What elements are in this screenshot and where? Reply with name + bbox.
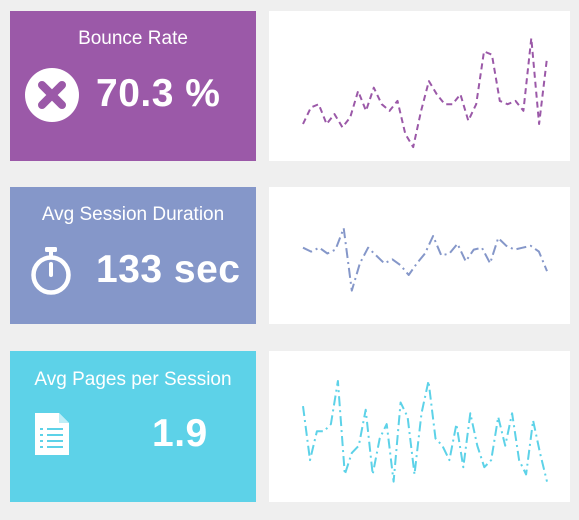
avg-pages-per-session-sparkline [302,380,548,483]
kpi-title: Bounce Rate [78,28,188,49]
avg-session-duration-sparkline-card [269,187,570,324]
avg-pages-per-session-sparkline-card [269,351,570,502]
kpi-title: Avg Pages per Session [34,369,232,390]
bounce-rate-tile: Bounce Rate 70.3 % [10,11,256,161]
avg-pages-per-session-tile: Avg Pages per Session 1.9 [10,351,256,502]
kpi-value: 1.9 [152,412,208,455]
document-list-icon [35,413,69,455]
x-circle-icon [25,68,79,122]
kpi-value: 133 sec [96,248,241,291]
bounce-rate-sparkline [302,37,548,149]
stopwatch-icon [31,247,71,295]
bounce-rate-sparkline-card [269,11,570,161]
avg-session-duration-tile: Avg Session Duration 133 sec [10,187,256,324]
series-line [302,380,548,483]
series-line [302,227,548,292]
avg-session-duration-sparkline [302,227,548,292]
kpi-title: Avg Session Duration [41,204,225,225]
series-line [302,37,548,149]
kpi-value: 70.3 % [96,72,221,115]
